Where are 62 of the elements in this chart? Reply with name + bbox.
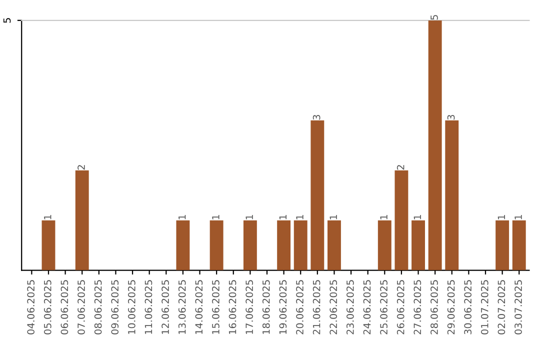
x-tick-label: 18.06.2025 <box>262 280 270 334</box>
bar <box>277 220 291 270</box>
bar <box>445 120 459 270</box>
x-tick-label: 29.06.2025 <box>447 280 455 334</box>
bar <box>496 220 510 270</box>
data-label: 1 <box>44 215 52 220</box>
x-tick-label: 16.06.2025 <box>228 280 236 334</box>
x-tick-label: 30.06.2025 <box>464 280 472 334</box>
x-tick-label: 08.06.2025 <box>94 280 102 334</box>
data-label: 2 <box>78 165 85 170</box>
x-tick-label: 25.06.2025 <box>380 280 388 334</box>
bar <box>210 220 224 270</box>
x-tick-label: 14.06.2025 <box>195 280 203 334</box>
x-tick-label: 15.06.2025 <box>212 280 220 334</box>
data-label: 1 <box>212 215 220 220</box>
x-tick-label: 09.06.2025 <box>111 280 119 334</box>
bar <box>176 220 190 270</box>
bar <box>42 220 56 270</box>
bar <box>428 20 442 270</box>
bar <box>243 220 257 270</box>
data-label: 1 <box>279 215 286 220</box>
x-tick-label: 26.06.2025 <box>396 280 404 334</box>
x-tick-label: 03.07.2025 <box>514 280 522 334</box>
data-label: 1 <box>178 215 186 220</box>
x-tick-label: 20.06.2025 <box>296 280 304 334</box>
data-label: 1 <box>246 215 253 220</box>
x-tick-label: 06.06.2025 <box>60 280 68 334</box>
x-tick-label: 21.06.2025 <box>312 280 320 334</box>
bar <box>378 220 392 270</box>
data-label: 1 <box>414 215 421 220</box>
data-label: 3 <box>312 114 320 120</box>
x-tick-label: 24.06.2025 <box>363 280 371 334</box>
x-tick-label: 13.06.2025 <box>178 280 186 334</box>
x-tick-label: 23.06.2025 <box>346 280 354 334</box>
x-tick-label: 02.07.2025 <box>498 280 506 334</box>
bar <box>394 170 408 270</box>
x-tick-label: 17.06.2025 <box>246 280 254 334</box>
x-tick-label: 07.06.2025 <box>78 280 85 334</box>
x-tick-label: 19.06.2025 <box>279 280 287 334</box>
data-label: 3 <box>447 114 455 120</box>
x-tick-label: 28.06.2025 <box>430 280 438 334</box>
x-tick-label: 05.06.2025 <box>44 280 52 334</box>
bar <box>328 220 341 270</box>
bar <box>75 170 89 270</box>
bar <box>294 220 308 270</box>
bar <box>310 120 324 270</box>
x-tick-label: 27.06.2025 <box>414 280 422 334</box>
data-label: 2 <box>396 165 404 170</box>
bar <box>412 220 425 270</box>
data-label: 1 <box>514 215 522 220</box>
x-tick-label: 10.06.2025 <box>128 280 136 334</box>
bar <box>512 220 526 270</box>
data-label: 1 <box>380 215 388 220</box>
data-label: 1 <box>330 215 337 220</box>
x-tick-label: 12.06.2025 <box>162 280 169 334</box>
data-label: 1 <box>498 215 505 220</box>
x-tick-label: 11.06.2025 <box>144 280 152 334</box>
data-label: 1 <box>296 215 304 220</box>
x-tick-label: 22.06.2025 <box>330 280 338 334</box>
x-tick-label: 04.06.2025 <box>27 280 35 334</box>
x-tick-label: 01.07.2025 <box>480 280 488 334</box>
data-label: 5 <box>430 15 438 20</box>
